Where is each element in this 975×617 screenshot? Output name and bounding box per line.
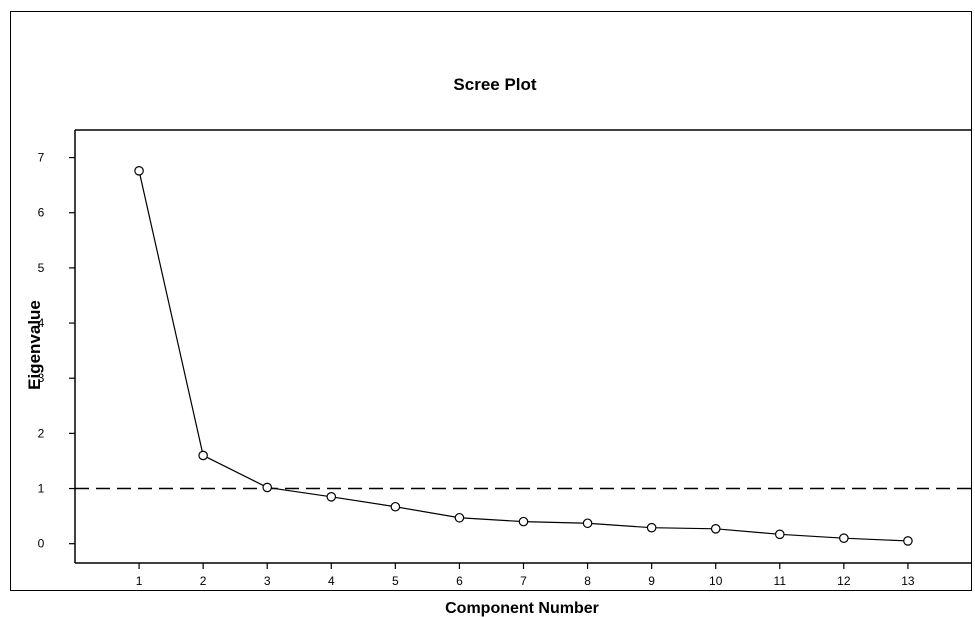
x-tick-label: 4 <box>328 574 335 588</box>
y-tick-label: 4 <box>38 316 45 330</box>
chart-frame <box>10 11 972 591</box>
x-tick-label: 5 <box>392 574 399 588</box>
y-tick-label: 2 <box>38 426 45 440</box>
y-tick-label: 6 <box>38 206 45 220</box>
series-line <box>138 170 908 542</box>
data-point <box>582 518 593 529</box>
data-point <box>646 522 657 533</box>
y-tick-label: 5 <box>38 261 45 275</box>
y-tick-label: 3 <box>38 371 45 385</box>
data-point <box>774 529 785 540</box>
x-tick-label: 12 <box>837 574 851 588</box>
x-ticks: 1 2 3 4 5 6 7 8 9 10 11 12 13 <box>136 563 915 588</box>
y-tick-label: 0 <box>38 537 45 551</box>
axes <box>74 129 972 564</box>
data-point <box>262 482 273 493</box>
x-tick-label: 9 <box>648 574 655 588</box>
chart-title: Scree Plot <box>453 75 536 94</box>
y-ticks: 0 1 2 3 4 5 6 7 <box>38 151 75 551</box>
x-axis-label: Component Number <box>445 600 599 617</box>
data-point <box>518 516 529 527</box>
x-tick-label: 11 <box>774 574 787 588</box>
y-tick-label: 7 <box>38 151 45 165</box>
x-tick-label: 10 <box>709 574 723 588</box>
x-tick-label: 8 <box>584 574 591 588</box>
x-tick-label: 2 <box>200 574 207 588</box>
y-tick-label: 1 <box>38 482 45 496</box>
data-point <box>198 450 208 461</box>
x-tick-label: 6 <box>456 574 463 588</box>
series-group <box>134 166 913 546</box>
data-point <box>710 524 721 534</box>
data-point <box>390 501 401 512</box>
data-point <box>326 492 337 502</box>
x-tick-label: 7 <box>520 574 527 588</box>
x-tick-label: 3 <box>264 574 271 588</box>
data-point <box>903 536 913 546</box>
x-tick-label: 1 <box>136 574 143 588</box>
data-point <box>839 533 849 543</box>
y-axis-label: Eigenvalue <box>25 300 44 390</box>
data-point <box>134 166 144 176</box>
data-point <box>454 512 465 523</box>
x-tick-label: 13 <box>901 574 915 588</box>
